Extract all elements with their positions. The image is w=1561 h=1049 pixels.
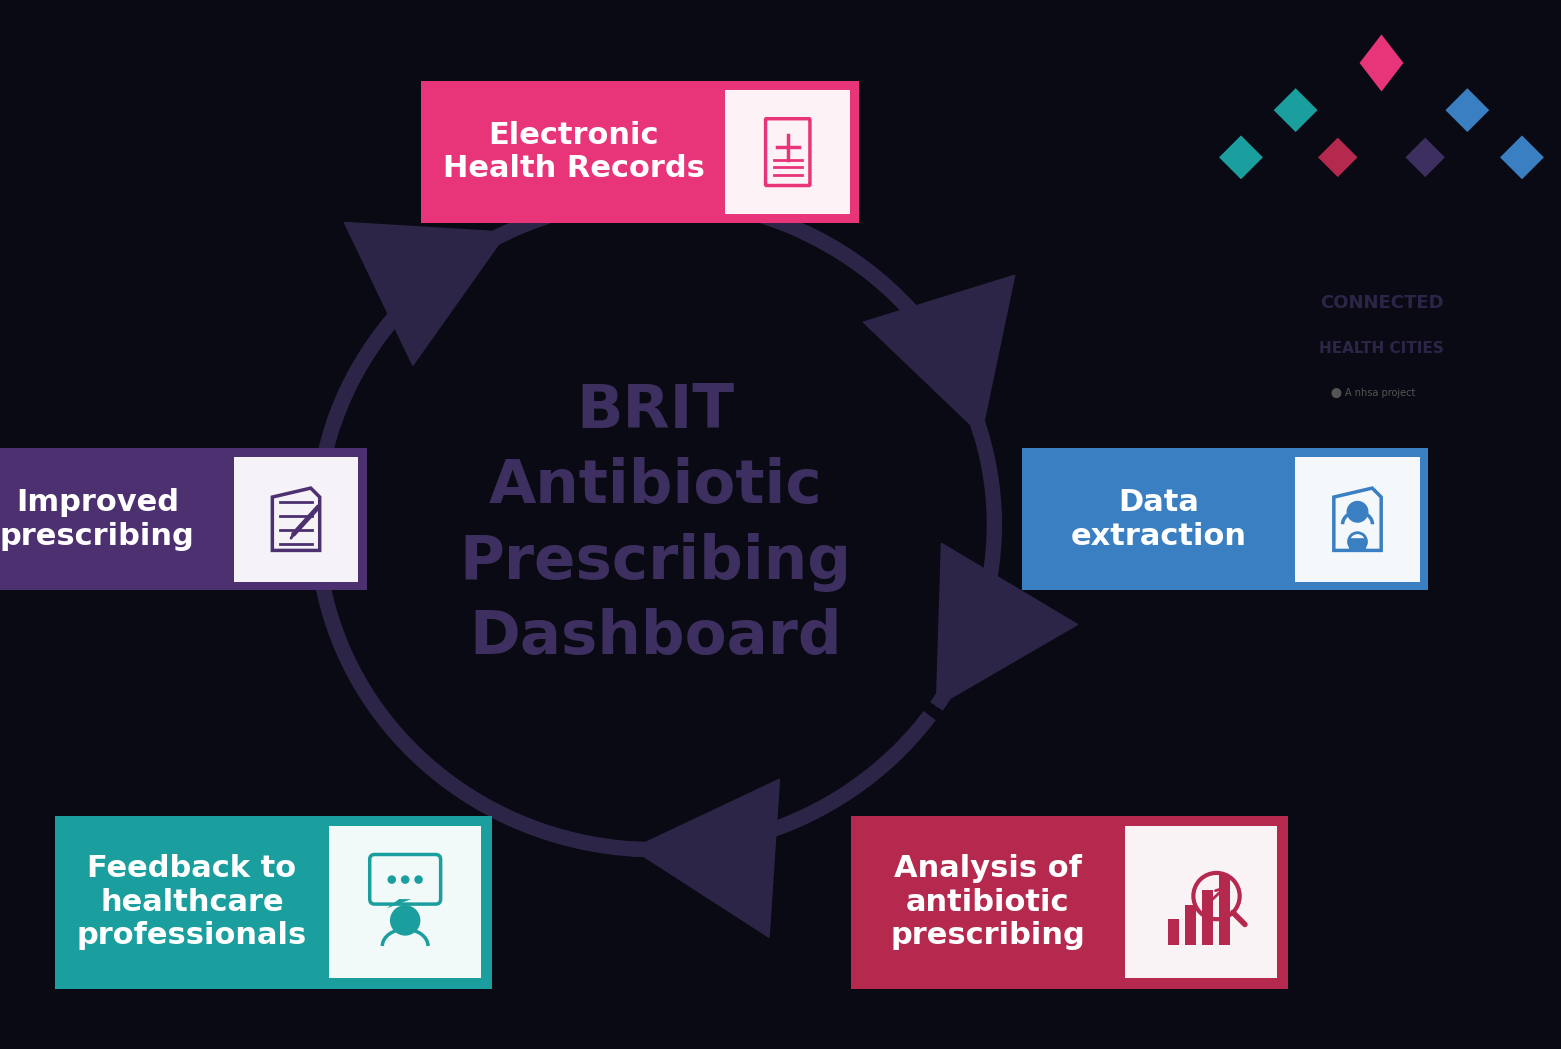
Polygon shape [1445,88,1489,132]
Polygon shape [1274,88,1317,132]
Circle shape [387,875,396,884]
Text: Improved
prescribing: Improved prescribing [0,488,195,551]
Circle shape [1347,500,1369,522]
Bar [1219,875,1230,945]
Text: Data
extraction: Data extraction [1071,488,1247,551]
FancyBboxPatch shape [1125,826,1277,979]
Text: BRIT
Antibiotic
Prescribing
Dashboard: BRIT Antibiotic Prescribing Dashboard [459,382,852,667]
Polygon shape [1500,135,1544,179]
FancyBboxPatch shape [329,826,481,979]
FancyBboxPatch shape [851,816,1288,988]
Polygon shape [387,899,411,908]
FancyBboxPatch shape [0,449,367,590]
Circle shape [401,875,409,884]
Circle shape [414,875,423,884]
Polygon shape [632,779,779,937]
FancyBboxPatch shape [1022,449,1428,590]
Bar [1185,904,1196,945]
Text: Analysis of
antibiotic
prescribing: Analysis of antibiotic prescribing [891,854,1085,950]
Text: Electronic
Health Records: Electronic Health Records [442,121,704,184]
FancyBboxPatch shape [1349,538,1366,551]
FancyBboxPatch shape [1296,457,1421,581]
FancyBboxPatch shape [55,816,492,988]
Polygon shape [1219,135,1263,179]
FancyBboxPatch shape [726,90,851,214]
FancyBboxPatch shape [234,457,359,581]
Circle shape [390,905,420,936]
Text: ⬤ A nhsa project: ⬤ A nhsa project [1332,388,1416,399]
Bar [1168,919,1179,945]
Polygon shape [1405,137,1445,177]
Text: Feedback to
healthcare
professionals: Feedback to healthcare professionals [76,854,308,950]
Text: HEALTH CITIES: HEALTH CITIES [1319,341,1444,356]
FancyBboxPatch shape [421,82,859,223]
Bar [1202,890,1213,945]
Polygon shape [937,543,1077,706]
Polygon shape [1317,137,1358,177]
Text: CONNECTED: CONNECTED [1319,294,1444,312]
Polygon shape [1360,35,1403,91]
Polygon shape [345,222,507,365]
Polygon shape [863,275,1015,435]
